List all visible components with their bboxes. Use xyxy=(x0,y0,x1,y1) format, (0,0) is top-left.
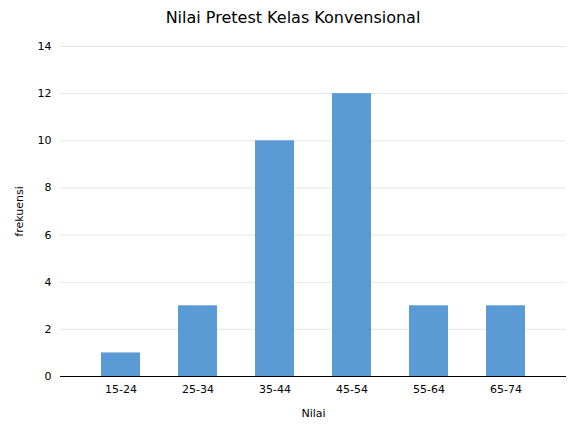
svg-text:0: 0 xyxy=(45,370,52,383)
svg-text:14: 14 xyxy=(38,40,52,53)
svg-text:6: 6 xyxy=(45,229,52,242)
svg-text:frekuensi: frekuensi xyxy=(13,186,26,236)
html-text:Nilai Pretest Kelas Konvension: Nilai Pretest Kelas Konvensional xyxy=(165,8,421,27)
svg-text:65-74: 65-74 xyxy=(490,383,522,396)
svg-text:35-44: 35-44 xyxy=(259,383,291,396)
svg-text:25-34: 25-34 xyxy=(182,383,214,396)
svg-text:2: 2 xyxy=(45,323,52,336)
svg-text:Nilai: Nilai xyxy=(301,407,325,420)
svg-text:15-24: 15-24 xyxy=(105,383,137,396)
svg-text:10: 10 xyxy=(38,134,52,147)
svg-text:12: 12 xyxy=(38,87,52,100)
svg-text:55-64: 55-64 xyxy=(413,383,445,396)
svg-text:8: 8 xyxy=(45,181,52,194)
svg-text:45-54: 45-54 xyxy=(336,383,368,396)
svg-text:4: 4 xyxy=(45,276,52,289)
